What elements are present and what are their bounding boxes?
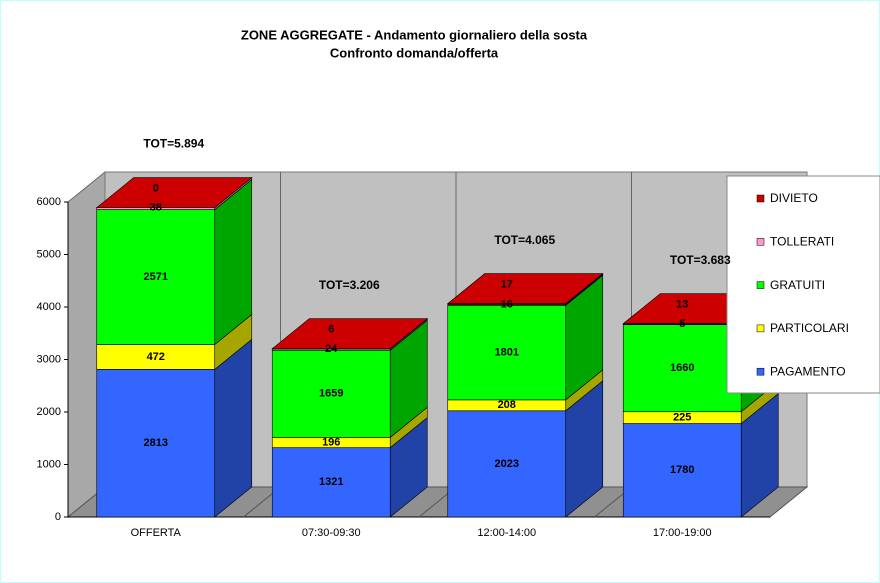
y-tick-label: 4000	[37, 301, 61, 313]
bar-segment	[447, 410, 567, 518]
total-annotation: TOT=4.065	[494, 233, 555, 247]
value-label: 6	[328, 324, 334, 336]
value-label: 17	[501, 278, 513, 290]
value-label: 472	[147, 351, 165, 363]
legend-swatch	[756, 194, 765, 203]
bar-segment	[447, 305, 567, 401]
chart-subtitle: Confronto domanda/offerta	[330, 45, 499, 60]
y-tick-label: 3000	[37, 353, 61, 365]
chart-title: ZONE AGGREGATE - Andamento giornaliero d…	[241, 27, 588, 42]
value-label: 1321	[319, 476, 343, 488]
y-tick-label: 1000	[37, 458, 61, 470]
bar-side	[214, 338, 253, 518]
y-tick-label: 2000	[37, 406, 61, 418]
total-annotation: TOT=3.683	[670, 253, 731, 267]
legend-swatch	[756, 238, 765, 246]
x-tick-label: 07:30-09:30	[302, 527, 361, 539]
y-tick-label: 6000	[37, 196, 61, 208]
bar-segment	[96, 209, 216, 345]
bar-segment	[96, 344, 216, 370]
legend-swatch	[756, 324, 765, 333]
legend-label: PARTICOLARI	[770, 321, 849, 335]
value-label: 38	[150, 201, 162, 213]
value-label: 5	[679, 318, 685, 330]
legend-label: DIVIETO	[770, 191, 818, 205]
y-tick-label: 5000	[37, 248, 61, 260]
x-tick-label: 17:00-19:00	[653, 527, 712, 539]
value-label: 225	[673, 412, 691, 424]
bar-segment	[96, 369, 216, 518]
legend-swatch	[756, 367, 765, 376]
legend	[726, 175, 880, 394]
value-label: 2023	[495, 458, 519, 470]
bar-top	[446, 273, 604, 304]
legend-label: TOLLERATI	[770, 234, 834, 248]
x-tick-label: OFFERTA	[131, 527, 182, 539]
value-label: 1660	[670, 362, 694, 374]
total-annotation: TOT=5.894	[143, 137, 204, 151]
value-label: 2571	[144, 271, 168, 283]
legend-label: GRATUITI	[770, 278, 825, 292]
value-label: 16	[501, 298, 513, 310]
value-label: 0	[153, 182, 159, 194]
bar-segment	[622, 324, 742, 413]
bar-segment	[622, 423, 742, 518]
bar-top	[271, 318, 429, 349]
bar-top	[95, 177, 253, 208]
y-tick-label: 0	[55, 511, 61, 523]
value-label: 13	[676, 299, 688, 311]
legend-swatch	[756, 281, 765, 289]
value-label: 24	[325, 343, 338, 355]
value-label: 196	[322, 436, 340, 448]
value-label: 1659	[319, 388, 343, 400]
legend-label: PAGAMENTO	[770, 364, 846, 378]
value-label: 1780	[670, 464, 694, 476]
x-tick-label: 12:00-14:00	[477, 527, 536, 539]
value-label: 2813	[144, 437, 168, 449]
bar-segment	[271, 349, 391, 438]
value-label: 208	[498, 399, 516, 411]
total-annotation: TOT=3.206	[319, 278, 380, 292]
value-label: 1801	[495, 347, 519, 359]
